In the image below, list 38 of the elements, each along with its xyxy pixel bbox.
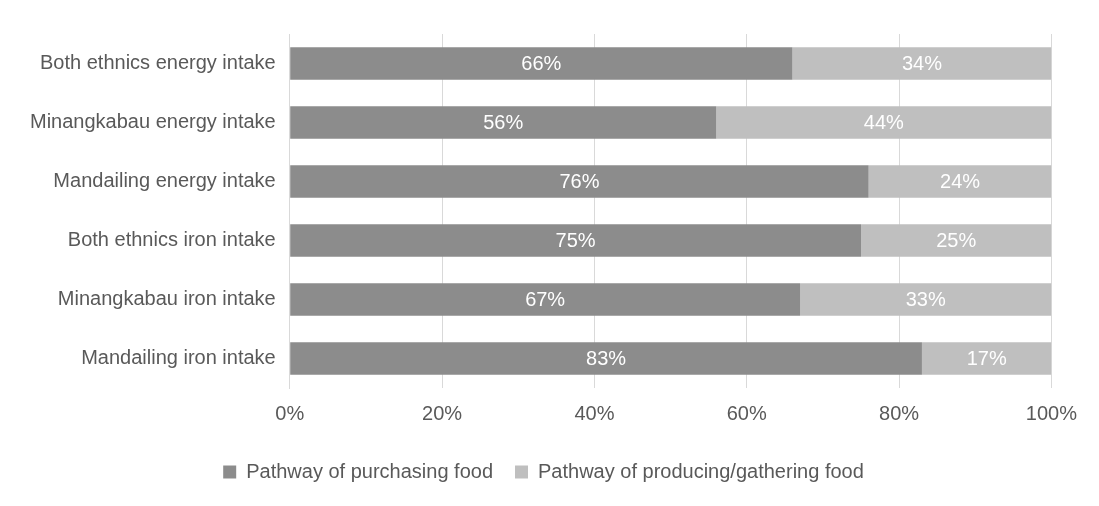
bar [716,106,1052,139]
data-label: 44% [863,111,905,134]
bar [290,224,861,257]
data-label: 34% [901,52,943,75]
x-tick-label: 40% [574,401,615,424]
data-label: 75% [555,229,596,252]
data-label: 33% [905,288,946,311]
y-tick-label: Minangkabau iron intake [57,287,276,310]
data-label: 76% [559,170,600,193]
data-label: 25% [936,229,977,252]
legend-label: Pathway of purchasing food [246,459,494,482]
bar [921,342,1052,375]
bar [290,47,793,80]
data-label: 56% [483,111,524,134]
bar [792,47,1052,80]
data-label: 24% [940,170,981,193]
bar [290,165,869,198]
y-tick-label: Mandailing iron intake [81,346,276,369]
bar [861,224,1052,257]
bar [290,283,801,316]
legend-label: Pathway of producing/gathering food [538,459,864,482]
y-tick-label: Minangkabau energy intake [29,110,276,133]
bar [868,165,1052,198]
x-tick-label: 80% [879,401,920,424]
bar [290,342,922,375]
x-tick-label: 100% [1025,401,1078,424]
y-tick-label: Both ethnics energy intake [40,51,276,74]
bar [290,106,717,139]
bar [800,283,1052,316]
y-tick-label: Mandailing energy intake [53,169,276,192]
x-tick-label: 0% [275,401,305,424]
y-tick-label: Both ethnics iron intake [67,228,276,251]
x-tick-label: 20% [422,401,463,424]
data-label: 83% [586,347,627,370]
data-label: 67% [525,288,566,311]
data-label: 17% [966,347,1007,370]
data-label: 66% [521,52,562,75]
x-tick-label: 60% [726,401,767,424]
